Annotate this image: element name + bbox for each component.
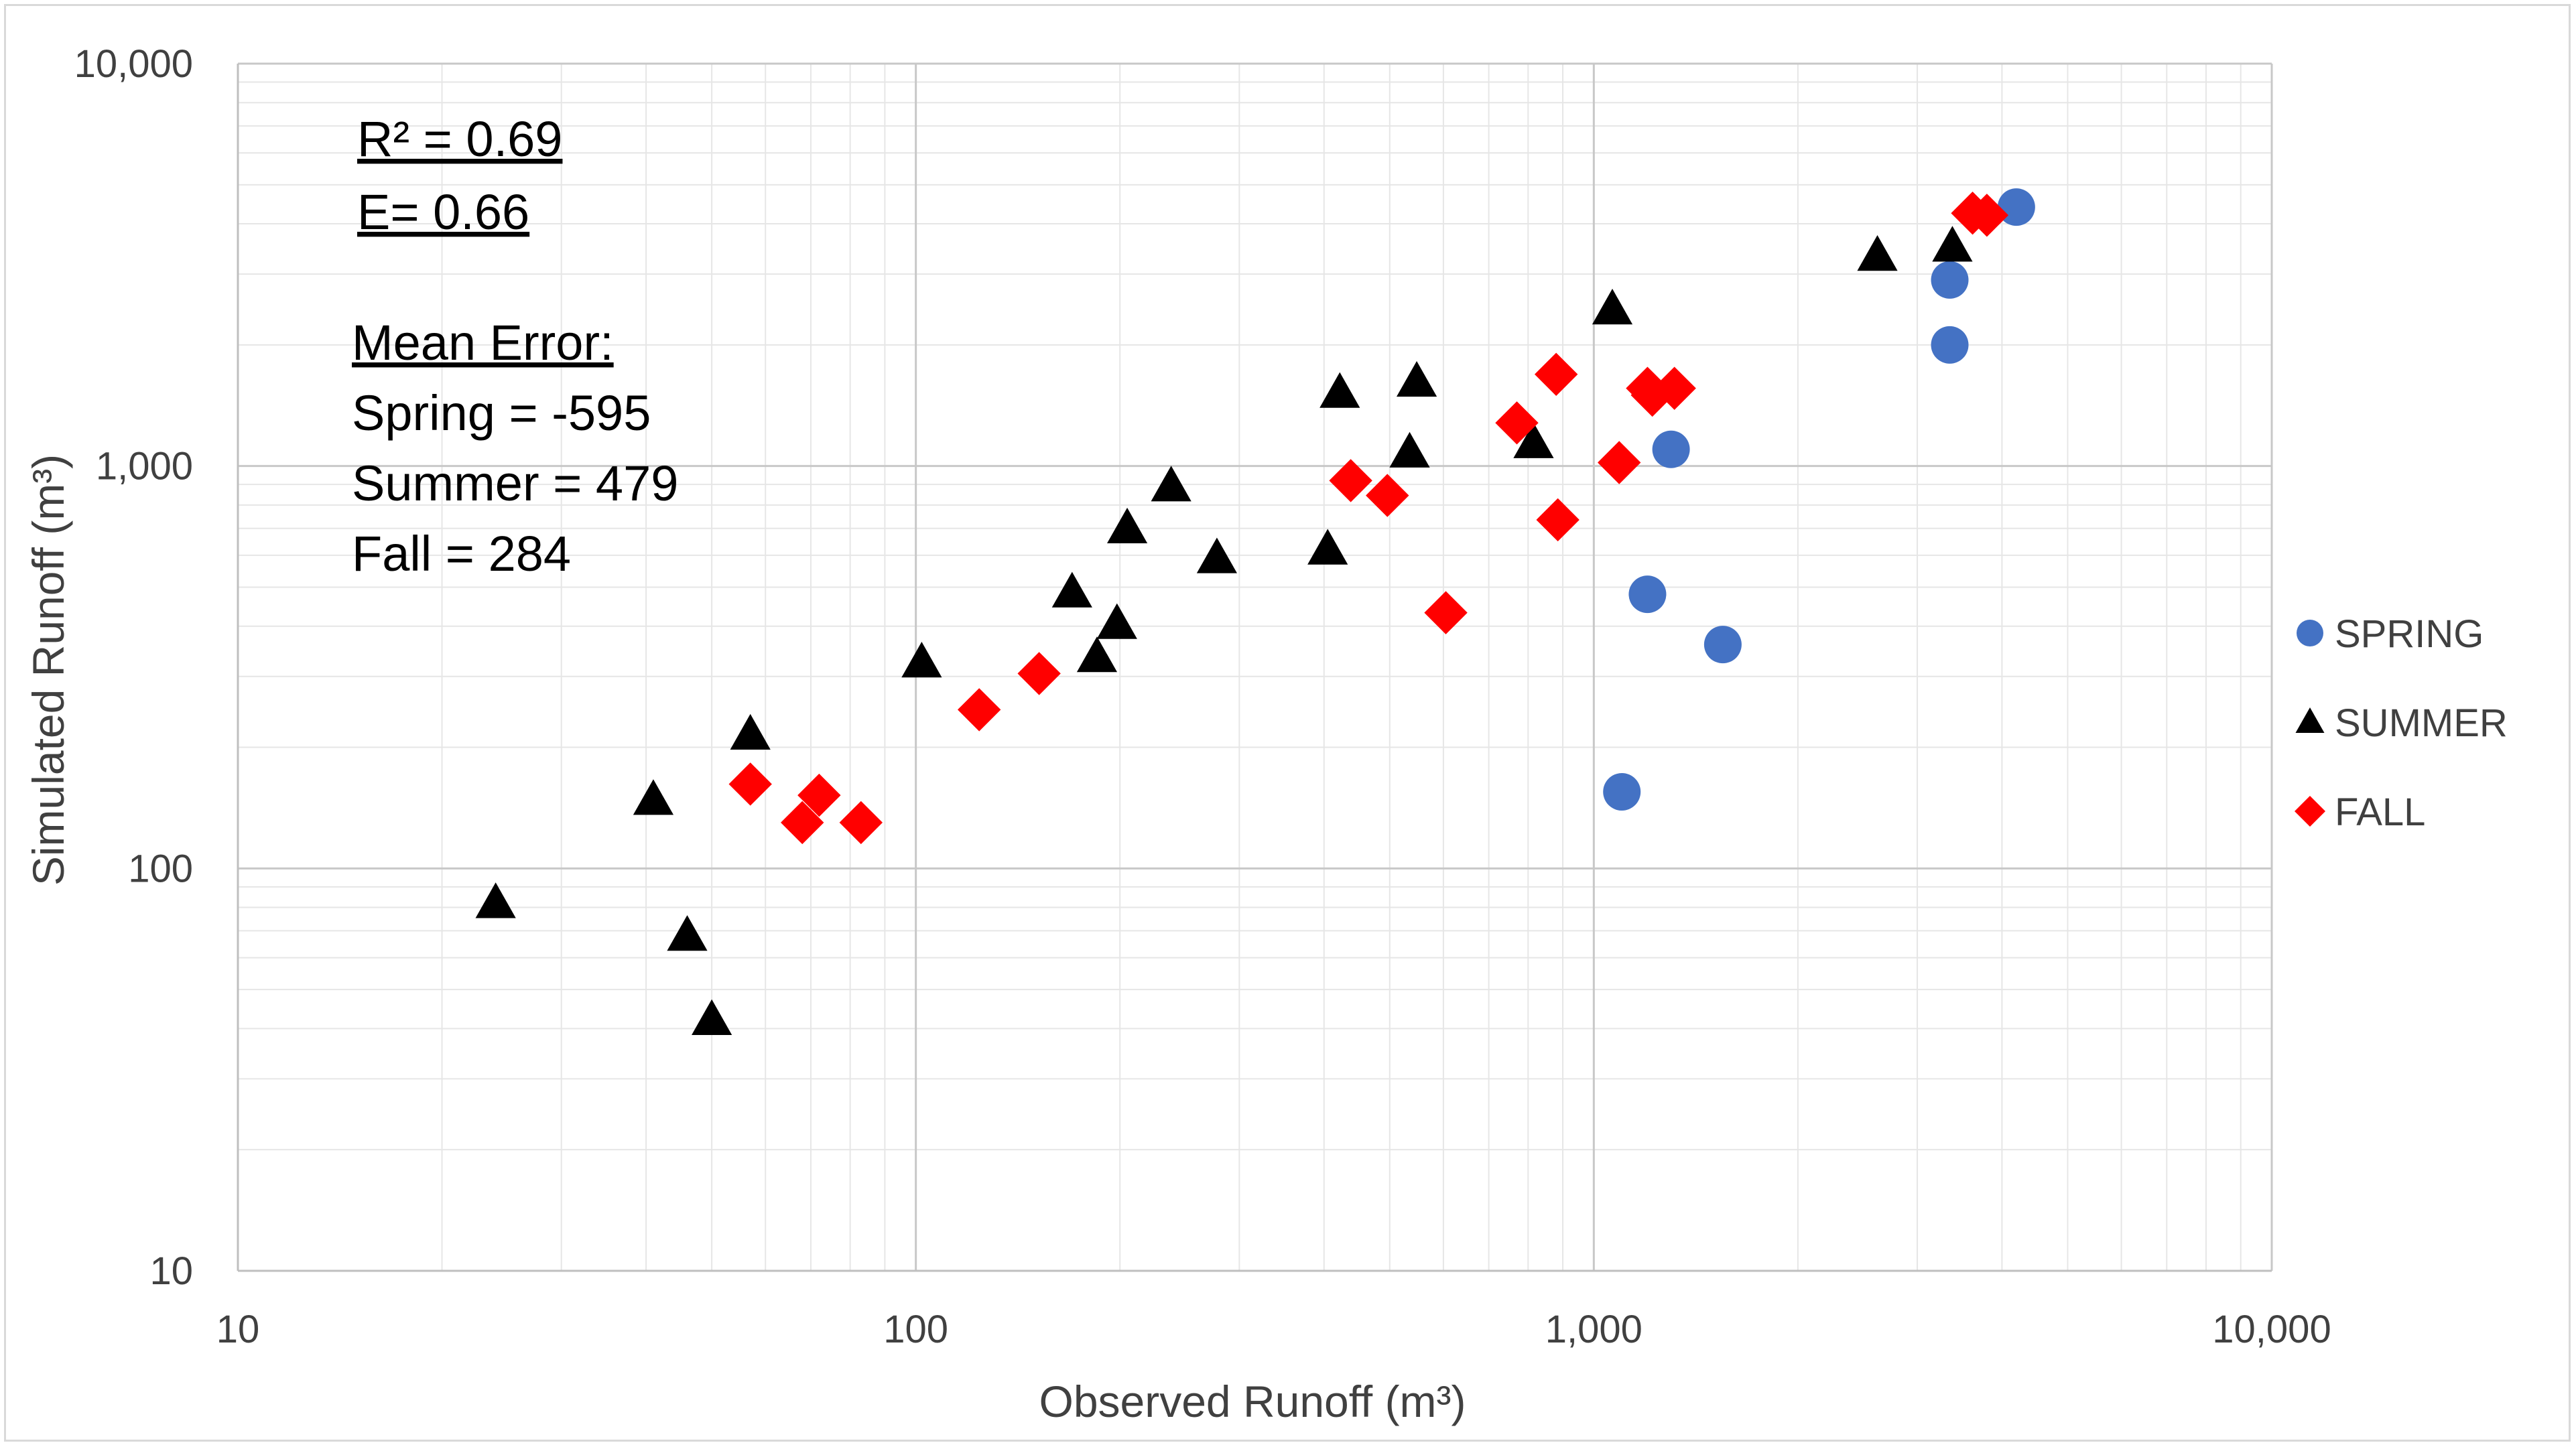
summer-point xyxy=(1076,636,1118,673)
fall-point xyxy=(839,801,883,845)
fall-point xyxy=(1424,591,1468,634)
summer-point xyxy=(901,642,942,678)
spring-point xyxy=(1628,575,1667,614)
fall-point xyxy=(1965,194,2009,237)
mean-error-summer: Summer = 479 xyxy=(352,456,678,511)
summer-point xyxy=(633,779,674,815)
summer-point xyxy=(1096,603,1137,639)
legend-label-summer: SUMMER xyxy=(2335,701,2508,745)
spring-series xyxy=(1603,188,2035,811)
fall-point xyxy=(797,773,841,817)
legend-marker-fall xyxy=(2295,796,2325,827)
summer-point xyxy=(1389,431,1430,468)
grid-lines xyxy=(237,62,2273,1272)
spring-point xyxy=(1931,261,1969,299)
fall-point xyxy=(1017,652,1061,695)
summer-point xyxy=(1592,289,1633,325)
spring-point xyxy=(1652,430,1690,468)
data-points xyxy=(475,188,2035,1035)
summer-point xyxy=(1513,422,1554,458)
summer-point xyxy=(1051,571,1092,608)
legend: SPRING SUMMER FALL xyxy=(2295,612,2508,834)
axes xyxy=(237,64,2272,1272)
x-tick-label: 100 xyxy=(883,1308,948,1351)
mean-error-spring: Spring = -595 xyxy=(352,385,651,441)
fall-point xyxy=(1495,401,1539,445)
summer-point xyxy=(667,915,708,951)
fall-point xyxy=(1630,373,1674,417)
r-squared-label: R² = 0.69 xyxy=(357,111,562,167)
y-tick-label: 10 xyxy=(149,1249,193,1293)
summer-series xyxy=(475,226,1973,1035)
fall-point xyxy=(728,762,772,806)
fall-point xyxy=(1329,459,1372,502)
mean-error-title: Mean Error: xyxy=(352,315,614,370)
fall-point xyxy=(1366,474,1409,517)
x-tick-labels: 10 100 1,000 10,000 xyxy=(216,1308,2331,1351)
summer-point xyxy=(1319,372,1360,408)
summer-point xyxy=(1151,466,1192,502)
summer-point xyxy=(730,713,771,750)
efficiency-label: E= 0.66 xyxy=(357,184,529,240)
y-axis-title: Simulated Runoff (m³) xyxy=(23,454,73,886)
summer-point xyxy=(1196,537,1237,573)
legend-label-fall: FALL xyxy=(2335,790,2425,834)
y-tick-label: 1,000 xyxy=(96,445,193,488)
fall-point xyxy=(957,688,1001,732)
legend-marker-summer xyxy=(2295,707,2325,733)
legend-marker-spring xyxy=(2297,620,2323,646)
fall-series xyxy=(728,192,2009,845)
chart-frame xyxy=(4,4,2571,1442)
summer-point xyxy=(1396,360,1437,397)
x-tick-label: 10,000 xyxy=(2212,1308,2331,1351)
fall-point xyxy=(1597,441,1641,484)
y-tick-labels: 10 100 1,000 10,000 xyxy=(74,42,193,1293)
spring-point xyxy=(1603,773,1641,811)
summer-point xyxy=(1857,234,1898,271)
summer-point xyxy=(1932,226,1973,262)
summer-point xyxy=(692,999,732,1035)
y-tick-label: 10,000 xyxy=(74,42,193,86)
y-tick-label: 100 xyxy=(128,847,193,890)
mean-error-fall: Fall = 284 xyxy=(352,526,571,581)
fall-point xyxy=(1536,498,1580,542)
x-tick-label: 1,000 xyxy=(1545,1308,1643,1351)
summer-point xyxy=(1307,529,1348,565)
fall-point xyxy=(1534,352,1578,396)
summer-point xyxy=(1106,507,1148,544)
summer-point xyxy=(475,882,516,918)
x-axis-title: Observed Runoff (m³) xyxy=(1039,1377,1466,1426)
spring-point xyxy=(1931,326,1969,364)
spring-point xyxy=(1703,626,1742,664)
legend-item-summer: SUMMER xyxy=(2295,701,2508,745)
legend-item-spring: SPRING xyxy=(2297,612,2484,656)
fall-point xyxy=(781,801,824,845)
legend-label-spring: SPRING xyxy=(2335,612,2484,656)
x-tick-label: 10 xyxy=(216,1308,260,1351)
fall-point xyxy=(1653,366,1696,410)
stats-annotation: R² = 0.69 E= 0.66 Mean Error: Spring = -… xyxy=(352,111,678,581)
legend-item-fall: FALL xyxy=(2295,790,2425,834)
